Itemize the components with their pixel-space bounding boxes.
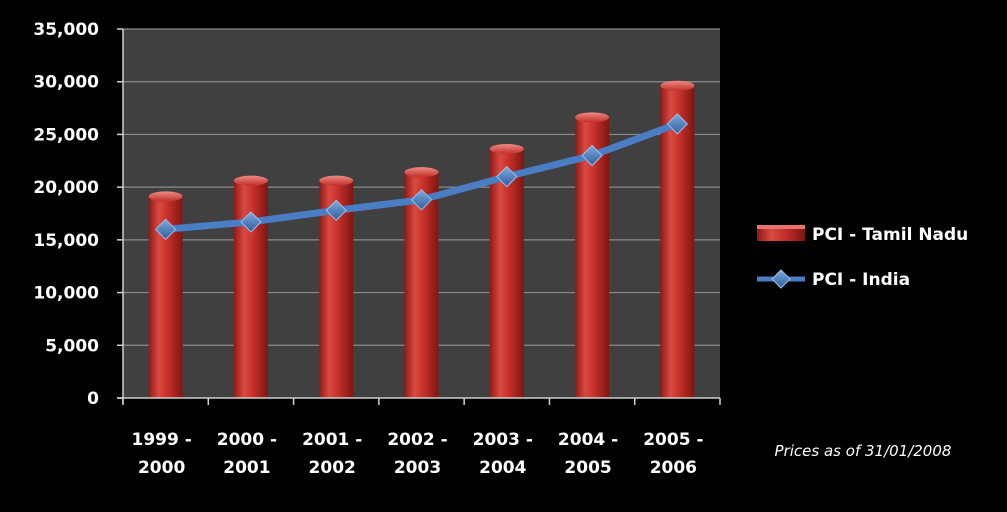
y-tick-label: 0 xyxy=(87,389,99,409)
y-tick-label: 20,000 xyxy=(33,178,99,198)
x-tick-label: 2001 -2002 xyxy=(302,430,362,478)
x-axis-tick-labels: 1999 -2000 2000 -2001 2001 -2002 2002 -2003… xyxy=(131,430,703,478)
y-tick-label: 5,000 xyxy=(45,336,99,356)
x-tick-label: 2005 -2006 xyxy=(643,430,703,478)
x-tick-label: 1999 -2000 xyxy=(131,430,191,478)
bar xyxy=(660,80,695,398)
line-marker xyxy=(154,218,177,241)
bar xyxy=(233,175,268,398)
x-tick-label: 2004 -2005 xyxy=(558,430,618,478)
legend-label: PCI - India xyxy=(812,270,910,290)
y-tick-label: 25,000 xyxy=(33,125,99,145)
x-tick-label: 2003 -2004 xyxy=(473,430,533,478)
legend: PCI - Tamil Nadu PCI - India xyxy=(757,225,968,290)
line-marker xyxy=(325,199,347,222)
line-marker xyxy=(240,211,262,233)
x-tick-label: 2000 -2001 xyxy=(217,430,277,478)
legend-marker xyxy=(771,269,791,289)
x-tick-label: 2002 -2003 xyxy=(387,430,447,478)
axes xyxy=(117,28,721,405)
y-tick-label: 10,000 xyxy=(33,284,99,304)
y-axis-tick-labels: 0 5,000 10,000 15,000 20,000 25,000 30,000 35,0… xyxy=(33,20,99,409)
line-marker xyxy=(666,113,689,135)
price-note: Prices as of 31/01/2008 xyxy=(775,442,952,460)
line-marker xyxy=(581,144,603,167)
legend-item-tamil-nadu: PCI - Tamil Nadu xyxy=(757,225,968,245)
bar xyxy=(489,143,524,398)
legend-item-india: PCI - India xyxy=(757,269,910,290)
line-series xyxy=(154,113,689,241)
y-tick-label: 15,000 xyxy=(33,231,99,251)
y-tick-label: 35,000 xyxy=(33,20,99,40)
line-marker xyxy=(496,165,518,188)
legend-label: PCI - Tamil Nadu xyxy=(812,225,968,245)
y-tick-label: 30,000 xyxy=(33,73,99,93)
line-marker xyxy=(410,189,433,211)
